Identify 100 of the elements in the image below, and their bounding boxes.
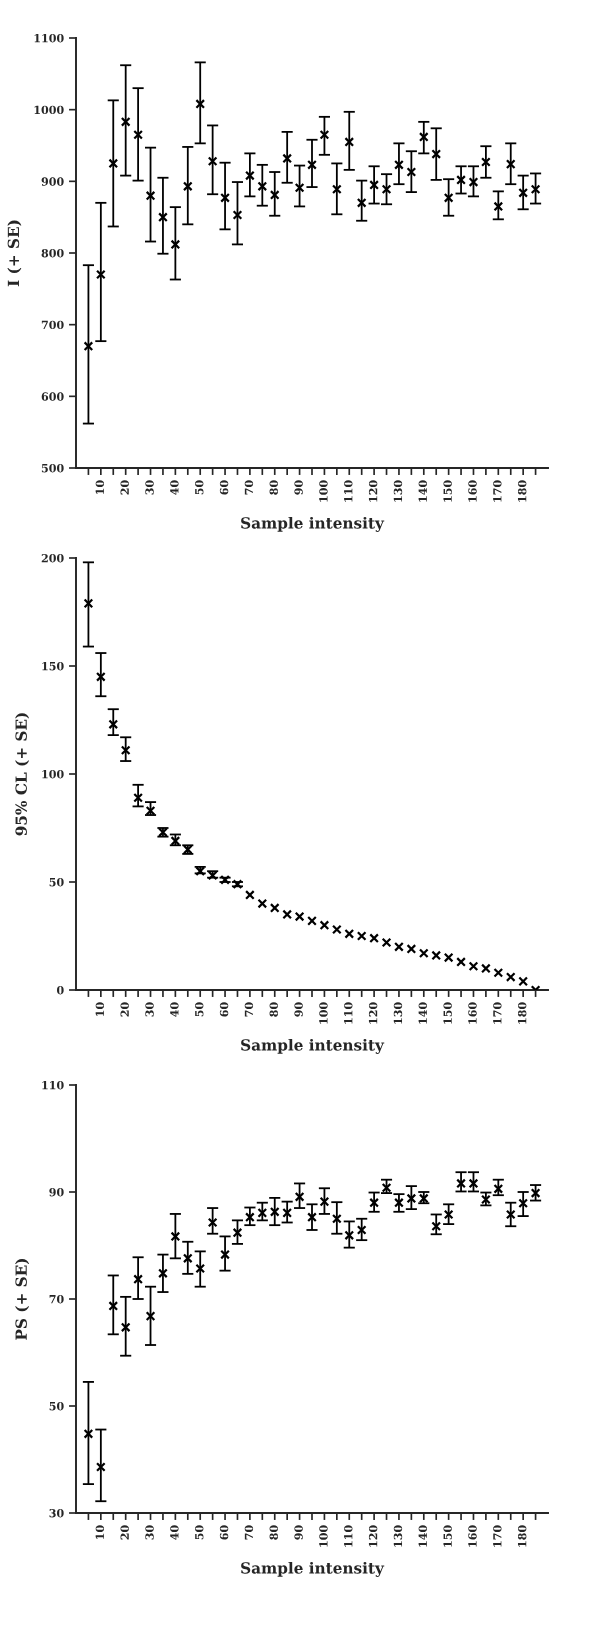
x-tick-label: 140	[418, 480, 428, 502]
x-tick-label: 110	[344, 1525, 353, 1547]
point	[95, 671, 106, 682]
x-tick-label: 30	[145, 1002, 154, 1017]
x-tick-label: 20	[120, 480, 129, 495]
point	[120, 745, 131, 756]
y-tick-label: 200	[41, 553, 64, 563]
point	[406, 944, 417, 954]
point	[145, 805, 156, 816]
point	[257, 898, 268, 909]
point	[418, 131, 429, 142]
point	[232, 210, 243, 220]
point	[95, 1462, 106, 1472]
x-tick-label: 10	[95, 1002, 105, 1016]
point	[120, 116, 131, 127]
y-tick-label: 150	[42, 661, 64, 671]
point	[431, 149, 442, 160]
point	[406, 167, 417, 177]
point	[269, 903, 280, 913]
point	[207, 1217, 218, 1228]
x-tick-label: 20	[120, 1525, 129, 1540]
point	[269, 1206, 280, 1217]
x-tick-label: 60	[219, 480, 229, 495]
point	[443, 952, 454, 963]
point	[381, 937, 392, 948]
point	[182, 181, 193, 192]
point	[244, 890, 255, 900]
x-tick-label: 70	[244, 1525, 254, 1540]
point	[331, 184, 342, 195]
x-tick-label: 80	[269, 1002, 278, 1017]
point	[331, 924, 342, 935]
point	[369, 180, 380, 190]
point	[431, 950, 442, 961]
point	[195, 99, 206, 109]
x-tick-label: 120	[368, 1525, 378, 1547]
x-tick-label: 120	[368, 1002, 378, 1024]
point	[480, 963, 491, 974]
y-tick-label: 600	[41, 392, 64, 401]
point	[257, 1207, 268, 1218]
x-tick-label: 60	[219, 1525, 229, 1540]
point	[108, 719, 119, 730]
point	[369, 1197, 380, 1208]
point	[220, 1249, 230, 1260]
point	[505, 972, 516, 982]
x-tick-label: 100	[319, 1002, 328, 1024]
point	[530, 1188, 541, 1198]
x-tick-label: 140	[418, 1525, 428, 1547]
point	[456, 174, 466, 185]
x-tick-label: 110	[344, 1002, 353, 1024]
x-tick-label: 180	[517, 1525, 527, 1547]
point	[319, 920, 330, 931]
point	[108, 1301, 119, 1311]
point	[356, 1225, 367, 1235]
point	[120, 1322, 131, 1333]
y-tick-label: 700	[41, 320, 64, 330]
x-tick-label: 180	[517, 1002, 527, 1024]
point	[158, 1268, 168, 1279]
point	[158, 212, 168, 223]
x-tick-label: 10	[95, 480, 105, 494]
point	[307, 1212, 317, 1223]
x-tick-label: 80	[269, 1525, 278, 1540]
point	[356, 931, 367, 941]
x-tick-label: 100	[319, 480, 328, 502]
point	[83, 341, 94, 352]
y-tick-label: 800	[41, 248, 64, 258]
point	[282, 1207, 293, 1218]
point	[468, 177, 479, 187]
point	[83, 598, 94, 609]
point	[83, 1428, 94, 1439]
point	[493, 201, 504, 212]
y-tick-label: 100	[42, 769, 64, 779]
point	[443, 192, 454, 203]
point	[108, 158, 119, 169]
point	[369, 933, 380, 944]
point	[356, 197, 367, 208]
x-tick-label: 60	[219, 1002, 229, 1017]
point	[145, 1311, 156, 1322]
x-tick-label: 130	[393, 1002, 403, 1024]
point	[257, 181, 268, 192]
x-tick-label: 10	[95, 1525, 105, 1539]
point	[493, 967, 504, 978]
point	[145, 190, 156, 201]
x-tick-label: 90	[294, 480, 303, 495]
point	[294, 911, 305, 922]
x-axis-title: Sample intensity	[241, 1561, 385, 1577]
y-tick-label: 0	[56, 985, 64, 995]
point	[418, 948, 429, 959]
x-tick-label: 40	[170, 1002, 179, 1017]
y-tick-label: 110	[42, 1080, 64, 1090]
x-tick-label: 170	[493, 1002, 502, 1024]
point	[344, 137, 355, 147]
x-tick-label: 160	[468, 480, 477, 502]
y-tick-label: 90	[49, 1187, 64, 1197]
y-axis-title: PS (+ SE)	[15, 1258, 30, 1340]
x-tick-label: 50	[195, 1002, 204, 1017]
point	[344, 928, 355, 939]
y-tick-label: 30	[49, 1508, 64, 1518]
point	[307, 915, 317, 926]
point	[133, 129, 144, 140]
y-tick-label: 50	[49, 1401, 64, 1411]
